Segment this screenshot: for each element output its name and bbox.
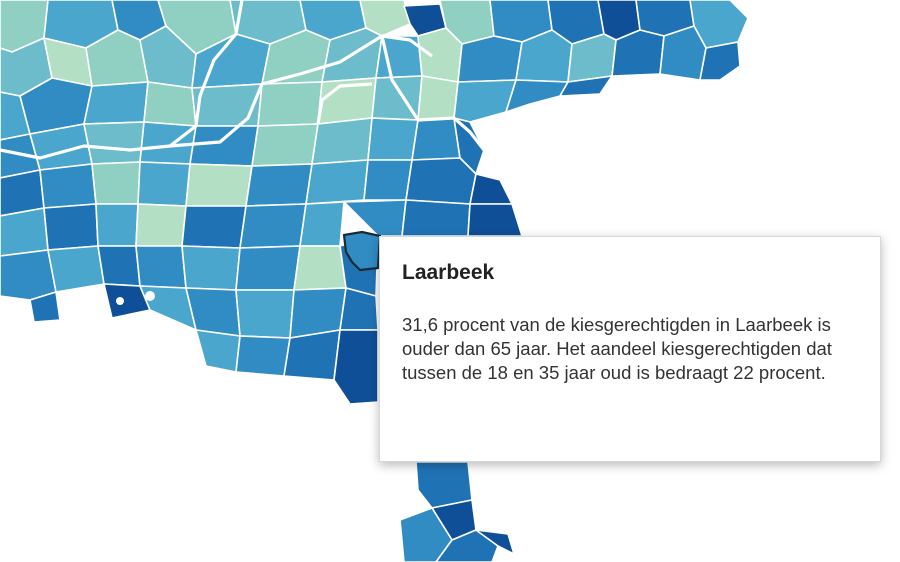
municipality-region[interactable] <box>505 79 569 113</box>
municipality-region[interactable] <box>299 201 345 247</box>
municipality-highlighted[interactable] <box>342 230 382 272</box>
municipality-region[interactable] <box>29 291 61 323</box>
municipality-region[interactable] <box>453 117 485 175</box>
municipality-region[interactable] <box>235 289 295 339</box>
municipality-region[interactable] <box>475 529 515 555</box>
municipality-region[interactable] <box>257 81 323 127</box>
municipality-region[interactable] <box>0 249 57 301</box>
municipality-region[interactable] <box>83 121 145 165</box>
municipality-layer[interactable] <box>0 0 749 562</box>
municipality-region[interactable] <box>39 163 97 209</box>
municipality-region[interactable] <box>417 75 459 121</box>
municipality-region[interactable] <box>367 117 419 161</box>
municipality-region[interactable] <box>245 163 313 207</box>
municipality-region[interactable] <box>293 245 347 291</box>
municipality-region[interactable] <box>95 203 139 247</box>
municipality-region[interactable] <box>457 35 523 83</box>
municipality-region[interactable] <box>0 207 49 257</box>
municipality-region[interactable] <box>467 203 523 237</box>
province-border <box>380 35 486 151</box>
municipality-region[interactable] <box>305 159 369 205</box>
municipality-region[interactable] <box>235 335 291 377</box>
municipality-region[interactable] <box>401 199 471 237</box>
municipality-region[interactable] <box>135 203 187 247</box>
municipality-region[interactable] <box>699 41 741 81</box>
municipality-region[interactable] <box>363 159 413 201</box>
province-border <box>316 82 373 125</box>
municipality-region[interactable] <box>469 173 513 205</box>
municipality-region[interactable] <box>239 203 307 249</box>
municipality-region[interactable] <box>339 287 379 331</box>
municipality-region[interactable] <box>83 81 149 125</box>
municipality-region[interactable] <box>559 75 613 97</box>
municipality-region[interactable] <box>405 157 477 205</box>
lake-shape <box>145 291 155 301</box>
municipality-region[interactable] <box>195 329 241 373</box>
municipality-region[interactable] <box>47 245 105 293</box>
municipality-region[interactable] <box>181 245 241 291</box>
municipality-region[interactable] <box>235 245 301 291</box>
municipality-region[interactable] <box>283 329 341 381</box>
province-border <box>169 0 244 148</box>
municipality-region[interactable] <box>185 163 253 207</box>
municipality-region[interactable] <box>91 161 141 205</box>
municipality-region[interactable] <box>311 117 373 165</box>
municipality-region[interactable] <box>143 81 197 127</box>
municipality-region[interactable] <box>359 0 411 37</box>
municipality-region[interactable] <box>343 199 407 237</box>
map-tooltip: Laarbeek 31,6 procent van de kiesgerecht… <box>379 236 881 462</box>
municipality-region[interactable] <box>135 245 187 289</box>
municipality-region[interactable] <box>189 125 259 167</box>
municipality-region[interactable] <box>453 79 517 123</box>
municipality-region[interactable] <box>181 205 247 249</box>
lake-shape <box>116 297 124 305</box>
municipality-region[interactable] <box>333 329 379 405</box>
municipality-region[interactable] <box>411 117 461 161</box>
tooltip-title: Laarbeek <box>402 261 495 284</box>
municipality-region[interactable] <box>97 245 141 287</box>
municipality-region[interactable] <box>43 203 99 251</box>
municipality-region[interactable] <box>251 123 319 167</box>
municipality-region[interactable] <box>137 161 191 207</box>
tooltip-body: 31,6 procent van de kiesgerechtigden in … <box>402 314 832 383</box>
municipality-region[interactable] <box>435 529 499 562</box>
